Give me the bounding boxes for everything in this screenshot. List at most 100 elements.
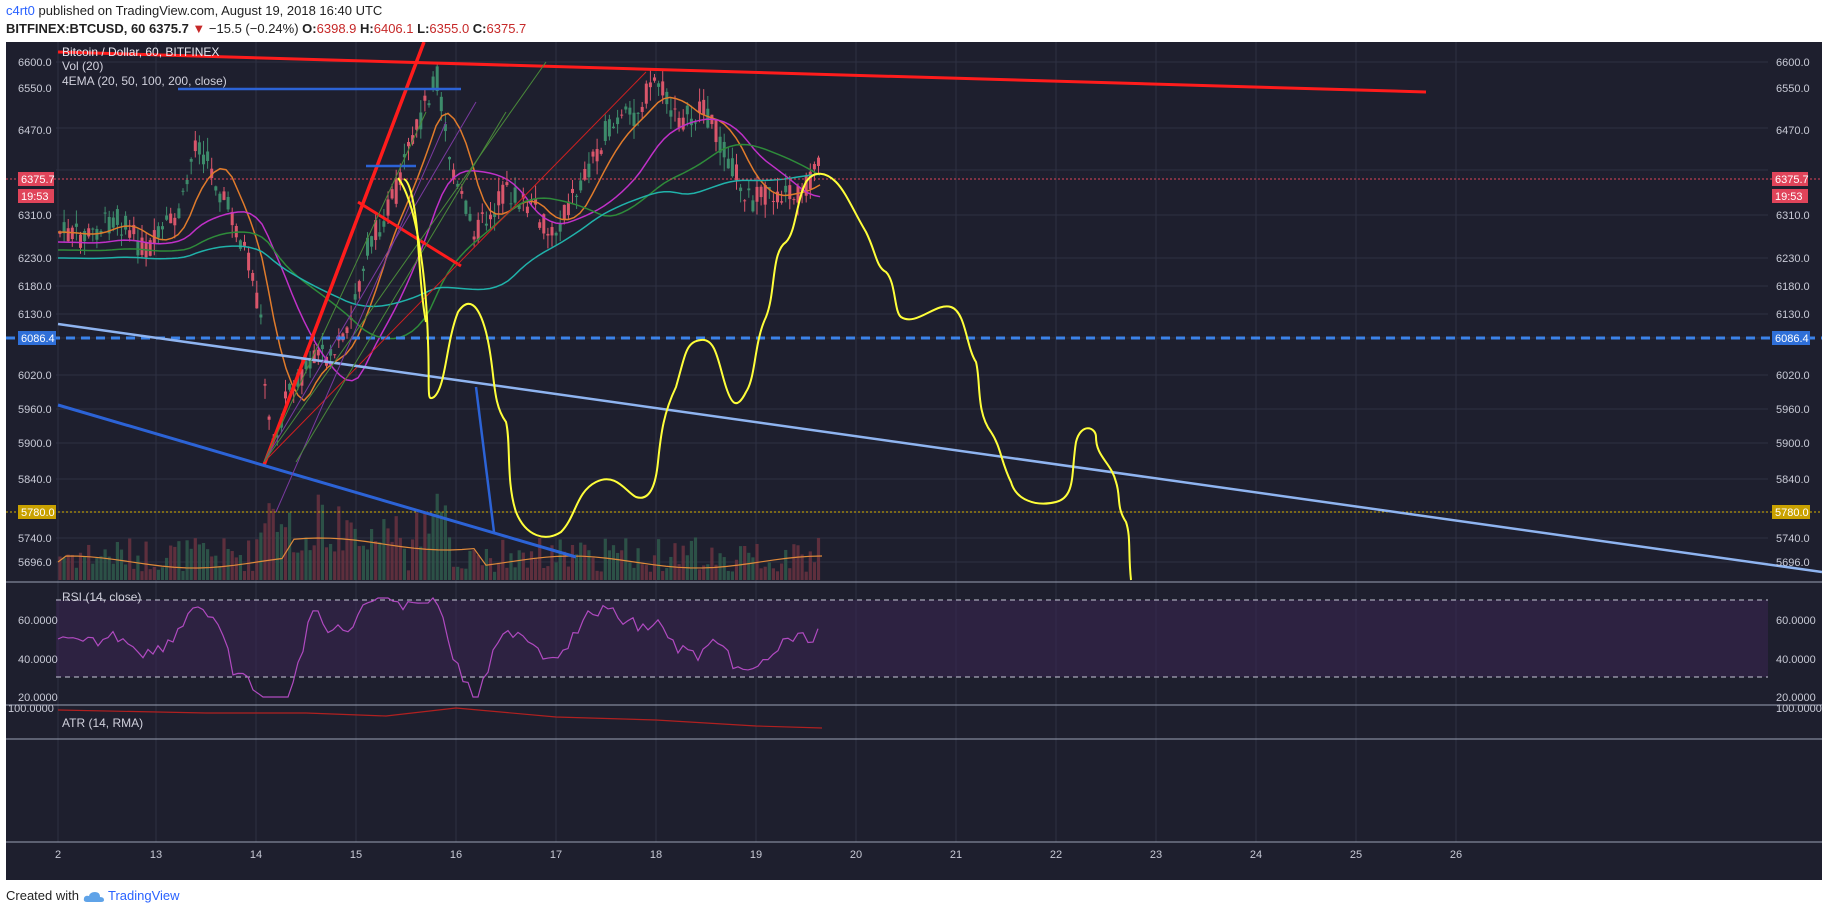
volume-bar — [657, 539, 661, 580]
volume-bar — [464, 568, 468, 580]
volume-bar — [382, 519, 386, 580]
low-label: L: — [417, 21, 430, 36]
level-tag-right-yellow-bg — [1772, 505, 1810, 519]
volume-bar — [361, 545, 365, 580]
chart-area[interactable]: 6600.0 6600.0 6550.0 6550.0 6470.0 6470.0 6230… — [6, 42, 1822, 880]
author-link[interactable]: c4rt0 — [6, 3, 35, 18]
time-tick: 17 — [550, 849, 562, 861]
candle-body — [288, 383, 292, 390]
candle-body — [780, 201, 784, 203]
volume-bar — [501, 539, 505, 580]
volume-bar — [456, 566, 460, 580]
volume-bar — [152, 566, 156, 580]
candle-body — [616, 117, 620, 125]
candle-body — [197, 142, 201, 155]
volume-bar — [800, 554, 804, 580]
level-tag-left-yellow-bg — [18, 505, 56, 519]
volume-bar — [640, 564, 644, 580]
candle-body — [210, 168, 214, 179]
volume-bar — [665, 567, 669, 580]
current-price-tag-left-bg — [18, 172, 54, 186]
candle-body — [808, 171, 812, 189]
candle-body — [304, 361, 308, 370]
candle-body — [464, 200, 468, 214]
candle-body — [111, 217, 115, 228]
red-trendline-top — [57, 50, 1427, 94]
chart-title: Bitcoin / Dollar, 60, BITFINEX — [62, 45, 219, 59]
candle-body — [812, 164, 816, 170]
volume-bar — [472, 549, 476, 580]
low-value: 6355.0 — [429, 21, 470, 36]
lightblue-trendline — [57, 322, 1822, 574]
volume-bar — [743, 546, 747, 580]
volume-bar — [816, 537, 821, 580]
candle-body — [193, 140, 197, 152]
volume-bar — [329, 543, 333, 580]
volume-bar — [497, 562, 501, 580]
volume-bar — [140, 571, 144, 580]
volume-bar — [124, 564, 128, 580]
candle-body — [513, 187, 517, 203]
volume-bar — [808, 551, 812, 580]
candle-body — [550, 227, 554, 236]
rsi-tick-right: 40.0000 — [1776, 654, 1816, 666]
tradingview-link[interactable]: TradingView — [108, 888, 180, 903]
price-tick-left: 6600.0 — [18, 57, 52, 69]
candle-body — [390, 189, 394, 199]
volume-bar — [796, 545, 800, 580]
price-tick-left: 6130.0 — [18, 309, 52, 321]
candle-body — [386, 199, 390, 216]
volume-bar — [214, 555, 218, 580]
volume-bar — [751, 557, 755, 580]
volume-bar — [320, 504, 324, 580]
volume-bar — [509, 553, 513, 580]
volume-bar — [259, 532, 263, 580]
volume-bar — [493, 571, 497, 580]
candle-body — [91, 228, 95, 230]
candle-body — [99, 230, 103, 234]
footer: Created with TradingView — [6, 888, 180, 908]
volume-bar — [136, 555, 140, 580]
candle-body — [661, 81, 665, 96]
volume-bar — [279, 524, 283, 580]
candle-body — [83, 231, 87, 242]
time-tick: 23 — [1150, 849, 1162, 861]
candle-body — [657, 83, 661, 87]
candle-body — [771, 200, 775, 202]
fib-fan-line — [263, 61, 547, 463]
volume-bar — [427, 533, 431, 580]
candle-body — [402, 154, 406, 158]
rsi-line — [57, 597, 819, 698]
open-value: 6398.9 — [316, 21, 357, 36]
candle-body — [476, 219, 480, 240]
volume-bar — [345, 520, 349, 580]
volume-bar — [550, 545, 554, 580]
volume-bar — [804, 571, 808, 580]
chart-canvas[interactable]: 6600.0 6600.0 6550.0 6550.0 6470.0 6470.0 6230… — [6, 42, 1822, 880]
candle-body — [378, 232, 382, 237]
candle-body — [607, 119, 611, 137]
time-tick: 14 — [250, 849, 262, 861]
candle-body — [763, 184, 767, 205]
time-tick: 22 — [1050, 849, 1062, 861]
candle-body — [702, 99, 706, 115]
candle-body — [427, 103, 431, 106]
volume-bar — [193, 538, 197, 580]
candle-body — [398, 172, 402, 185]
volume-bar — [296, 552, 300, 580]
volume-indicator-label: Vol (20) — [62, 59, 103, 73]
fib-fan-line — [263, 111, 427, 463]
candle-body — [107, 216, 111, 234]
rsi-tick-left: 40.0000 — [18, 654, 58, 666]
candle-body — [87, 228, 91, 237]
time-tick: 19 — [750, 849, 762, 861]
volume-bar — [792, 544, 796, 580]
candle-body — [484, 223, 488, 226]
volume-bar — [525, 567, 529, 580]
volume-bar — [575, 554, 579, 580]
volume-bar — [91, 563, 95, 580]
volume-bar — [419, 546, 423, 580]
candle-body — [493, 213, 497, 217]
candle-body — [443, 124, 447, 132]
candle-body — [238, 240, 242, 249]
